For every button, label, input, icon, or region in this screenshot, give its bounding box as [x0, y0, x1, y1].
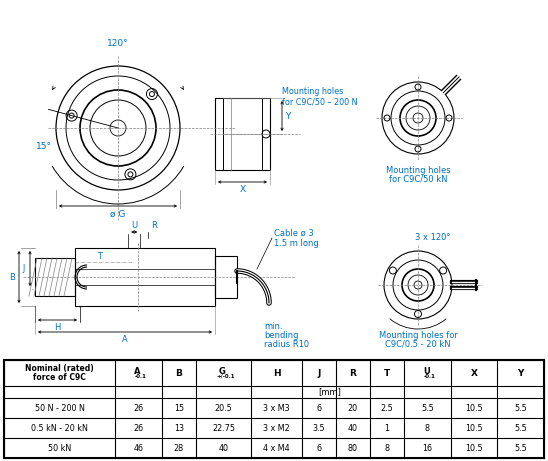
Text: 10.5: 10.5 — [465, 443, 483, 453]
Text: R: R — [151, 220, 157, 230]
Text: Mounting holes: Mounting holes — [386, 165, 450, 175]
Text: T: T — [384, 368, 390, 378]
Text: 1.5 m long: 1.5 m long — [274, 238, 319, 248]
Text: R: R — [350, 368, 356, 378]
Text: Y: Y — [286, 112, 290, 120]
Text: 6: 6 — [316, 403, 321, 413]
Text: 40: 40 — [219, 443, 229, 453]
Text: 5.5: 5.5 — [514, 424, 527, 432]
Text: Cable ø 3: Cable ø 3 — [274, 229, 314, 237]
Text: H: H — [54, 323, 60, 331]
Text: for C9C/50 kN: for C9C/50 kN — [389, 175, 447, 183]
Text: 40: 40 — [348, 424, 358, 432]
Text: 3 x M2: 3 x M2 — [263, 424, 290, 432]
Text: G: G — [219, 366, 226, 376]
Text: force of C9C: force of C9C — [33, 372, 86, 382]
Text: 10.5: 10.5 — [465, 403, 483, 413]
Text: U: U — [131, 220, 137, 230]
Text: 5.5: 5.5 — [421, 403, 433, 413]
Text: 22.75: 22.75 — [212, 424, 235, 432]
Text: 3.5: 3.5 — [312, 424, 325, 432]
Text: 46: 46 — [133, 443, 144, 453]
Text: Mounting holes for: Mounting holes for — [379, 331, 458, 339]
Text: 16: 16 — [423, 443, 432, 453]
Text: X: X — [471, 368, 477, 378]
Text: 1: 1 — [384, 424, 390, 432]
Text: 26: 26 — [133, 403, 144, 413]
Text: 15: 15 — [174, 403, 184, 413]
Text: 3 x M3: 3 x M3 — [263, 403, 290, 413]
Text: -0.1: -0.1 — [134, 373, 146, 378]
Text: 28: 28 — [174, 443, 184, 453]
Text: 8: 8 — [384, 443, 390, 453]
Text: 5.5: 5.5 — [514, 403, 527, 413]
Bar — [215, 256, 237, 298]
Text: +/-0.1: +/-0.1 — [216, 373, 235, 378]
Text: min.: min. — [264, 321, 283, 331]
Text: Mounting holes: Mounting holes — [282, 88, 343, 96]
Text: 80: 80 — [348, 443, 358, 453]
Text: C9C/0.5 - 20 kN: C9C/0.5 - 20 kN — [385, 339, 451, 349]
Text: 20.5: 20.5 — [215, 403, 232, 413]
Text: 4 x M4: 4 x M4 — [263, 443, 290, 453]
Text: H: H — [273, 368, 281, 378]
Text: 120°: 120° — [107, 40, 129, 48]
Text: 50 kN: 50 kN — [48, 443, 71, 453]
Text: 5.5: 5.5 — [514, 443, 527, 453]
Text: 0.5 kN - 20 kN: 0.5 kN - 20 kN — [31, 424, 88, 432]
Text: ø G: ø G — [110, 209, 125, 219]
Text: A: A — [134, 366, 141, 376]
Bar — [215, 98, 270, 170]
Text: J: J — [317, 368, 321, 378]
Bar — [75, 248, 215, 306]
Text: 10.5: 10.5 — [465, 424, 483, 432]
Text: 3 x 120°: 3 x 120° — [415, 232, 451, 242]
Text: 50 N - 200 N: 50 N - 200 N — [35, 403, 84, 413]
Text: U: U — [423, 366, 430, 376]
Text: 6: 6 — [316, 443, 321, 453]
Text: B: B — [9, 272, 15, 282]
Text: B: B — [175, 368, 182, 378]
Text: -0.1: -0.1 — [424, 373, 435, 378]
Text: bending: bending — [264, 331, 299, 339]
Text: [mm]: [mm] — [318, 388, 341, 396]
Text: 15°: 15° — [36, 142, 52, 150]
Text: 20: 20 — [348, 403, 358, 413]
Text: for C9C/50 – 200 N: for C9C/50 – 200 N — [282, 97, 357, 106]
Text: Y: Y — [517, 368, 524, 378]
Text: J: J — [23, 264, 25, 273]
Text: X: X — [239, 184, 246, 194]
Text: Nominal (rated): Nominal (rated) — [25, 364, 94, 372]
Text: A: A — [122, 335, 128, 343]
Text: radius R10: radius R10 — [264, 339, 309, 349]
Bar — [35, 258, 75, 296]
Text: 8: 8 — [425, 424, 430, 432]
Text: 2.5: 2.5 — [380, 403, 393, 413]
Bar — [4, 360, 544, 458]
Text: 13: 13 — [174, 424, 184, 432]
Text: T: T — [98, 252, 102, 260]
Text: 26: 26 — [133, 424, 144, 432]
